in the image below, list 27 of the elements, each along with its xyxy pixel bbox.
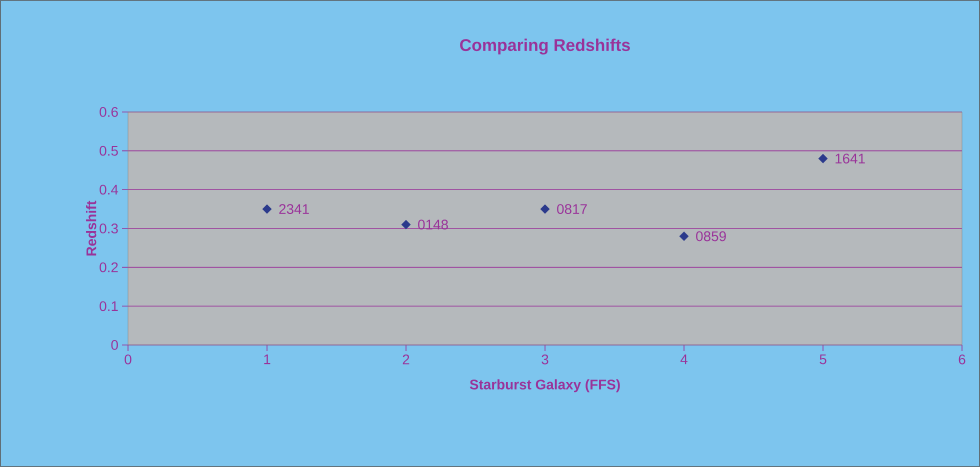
- point: [818, 154, 828, 164]
- y-tick-label: 0.5: [100, 146, 118, 156]
- x-tick-label: 1: [264, 354, 270, 364]
- point: [540, 204, 550, 214]
- x-tick-label: 4: [680, 354, 688, 364]
- x-tick-label: 2: [402, 354, 410, 364]
- annotation: 0148: [418, 220, 448, 230]
- x-tick-label: 6: [958, 354, 966, 364]
- annotation: 1641: [836, 154, 865, 164]
- y-tick-label: 0.3: [100, 224, 118, 234]
- y-tick-label: 0: [111, 340, 118, 350]
- chart-title: Comparing Redshifts: [460, 38, 630, 54]
- point: [679, 232, 689, 241]
- x-tick-label: 5: [820, 354, 826, 364]
- x-axis-title: Starburst Galaxy (FFS): [470, 379, 620, 392]
- y-axis-title: Redshift: [86, 200, 96, 256]
- y-tick-label: 0.1: [100, 301, 118, 312]
- x-tick-label: 3: [542, 354, 548, 364]
- y-tick-label: 0.6: [100, 107, 118, 117]
- y-tick-label: 0.2: [100, 262, 118, 272]
- annotation: 2341: [279, 204, 309, 214]
- annotation: 0817: [557, 204, 587, 214]
- point: [401, 220, 411, 230]
- point: [262, 204, 272, 214]
- y-tick-label: 0.4: [100, 184, 118, 195]
- annotation: 0859: [696, 231, 726, 242]
- x-tick-label: 0: [124, 354, 132, 364]
